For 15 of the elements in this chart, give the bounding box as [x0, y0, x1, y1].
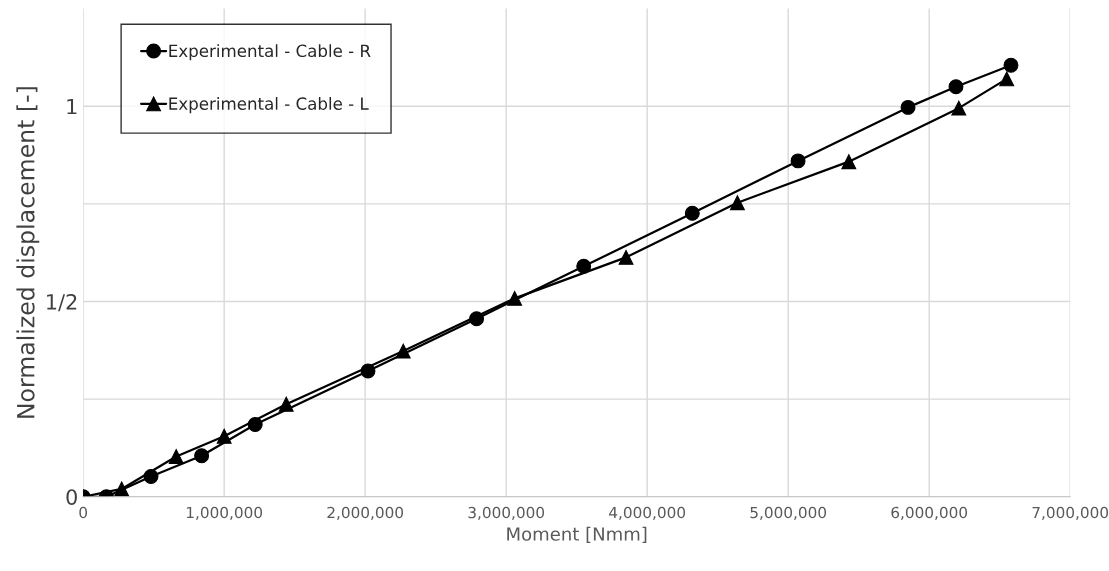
legend-label: Experimental - Cable - R: [169, 44, 371, 61]
x-tick-label: 2,000,000: [327, 506, 404, 520]
x-axis-title: Moment [Nmm]: [507, 526, 647, 543]
x-tick-label: 5,000,000: [750, 506, 827, 520]
x-tick-label: 7,000,000: [1032, 506, 1109, 520]
x-tick-label: 1,000,000: [186, 506, 263, 520]
y-tick-label: 0: [66, 489, 77, 505]
y-tick-label: 1/2: [47, 293, 77, 312]
x-tick-label: 3,000,000: [468, 506, 545, 520]
y-tick-label: 1: [67, 98, 77, 115]
legend-label: Experimental - Cable - L: [169, 97, 369, 114]
x-tick-label: 0: [79, 506, 88, 519]
y-axis-title: Normalized displacement [-]: [16, 87, 40, 418]
x-tick-label: 4,000,000: [609, 506, 686, 520]
x-tick-label: 6,000,000: [891, 506, 968, 520]
